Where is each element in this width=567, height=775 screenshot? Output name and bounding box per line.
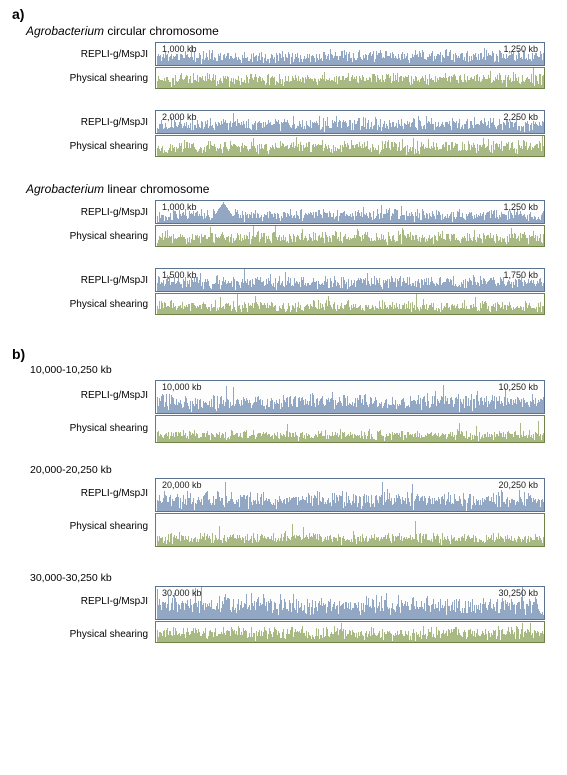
genus-italic: Agrobacterium (26, 182, 104, 196)
coverage-track (155, 135, 545, 157)
row-label-repli: REPLI-g/MspJI (28, 390, 148, 401)
row-label-repli: REPLI-g/MspJI (28, 207, 148, 218)
axis-label-right: 1,250 kb (503, 44, 538, 54)
coverage-track (155, 513, 545, 547)
axis-label-right: 2,250 kb (503, 112, 538, 122)
coverage-track: 1,000 kb 1,250 kb (155, 200, 545, 224)
row-label-shearing: Physical shearing (28, 141, 148, 152)
title-suffix: linear chromosome (104, 182, 209, 196)
coverage-track: 20,000 kb 20,250 kb (155, 478, 545, 512)
axis-label-right: 1,250 kb (503, 202, 538, 212)
section-title-circular: Agrobacterium circular chromosome (26, 24, 219, 38)
coverage-track: 2,000 kb 2,250 kb (155, 110, 545, 134)
coverage-track (155, 225, 545, 247)
genus-italic: Agrobacterium (26, 24, 104, 38)
row-label-repli: REPLI-g/MspJI (28, 488, 148, 499)
axis-label-right: 30,250 kb (498, 588, 538, 598)
row-label-shearing: Physical shearing (28, 73, 148, 84)
panel-b-letter: b) (12, 346, 25, 362)
coverage-track (155, 621, 545, 643)
axis-label-left: 1,500 kb (162, 270, 197, 280)
row-label-repli: REPLI-g/MspJI (28, 49, 148, 60)
coverage-track: 10,000 kb 10,250 kb (155, 380, 545, 414)
coverage-track: 1,500 kb 1,750 kb (155, 268, 545, 292)
coverage-track (155, 67, 545, 89)
coverage-track: 30,000 kb 30,250 kb (155, 586, 545, 620)
row-label-shearing: Physical shearing (28, 299, 148, 310)
panel-a-letter: a) (12, 6, 24, 22)
axis-label-left: 10,000 kb (162, 382, 202, 392)
range-label: 30,000-30,250 kb (30, 572, 112, 584)
row-label-shearing: Physical shearing (28, 231, 148, 242)
row-label-repli: REPLI-g/MspJI (28, 117, 148, 128)
axis-label-right: 1,750 kb (503, 270, 538, 280)
row-label-shearing: Physical shearing (28, 521, 148, 532)
row-label-shearing: Physical shearing (28, 423, 148, 434)
range-label: 20,000-20,250 kb (30, 464, 112, 476)
axis-label-right: 20,250 kb (498, 480, 538, 490)
axis-label-left: 30,000 kb (162, 588, 202, 598)
axis-label-left: 1,000 kb (162, 44, 197, 54)
axis-label-left: 20,000 kb (162, 480, 202, 490)
coverage-track: 1,000 kb 1,250 kb (155, 42, 545, 66)
range-label: 10,000-10,250 kb (30, 364, 112, 376)
section-title-linear: Agrobacterium linear chromosome (26, 182, 209, 196)
coverage-track (155, 415, 545, 443)
title-suffix: circular chromosome (104, 24, 219, 38)
axis-label-left: 2,000 kb (162, 112, 197, 122)
row-label-repli: REPLI-g/MspJI (28, 275, 148, 286)
axis-label-right: 10,250 kb (498, 382, 538, 392)
coverage-track (155, 293, 545, 315)
row-label-shearing: Physical shearing (28, 629, 148, 640)
row-label-repli: REPLI-g/MspJI (28, 596, 148, 607)
axis-label-left: 1,000 kb (162, 202, 197, 212)
